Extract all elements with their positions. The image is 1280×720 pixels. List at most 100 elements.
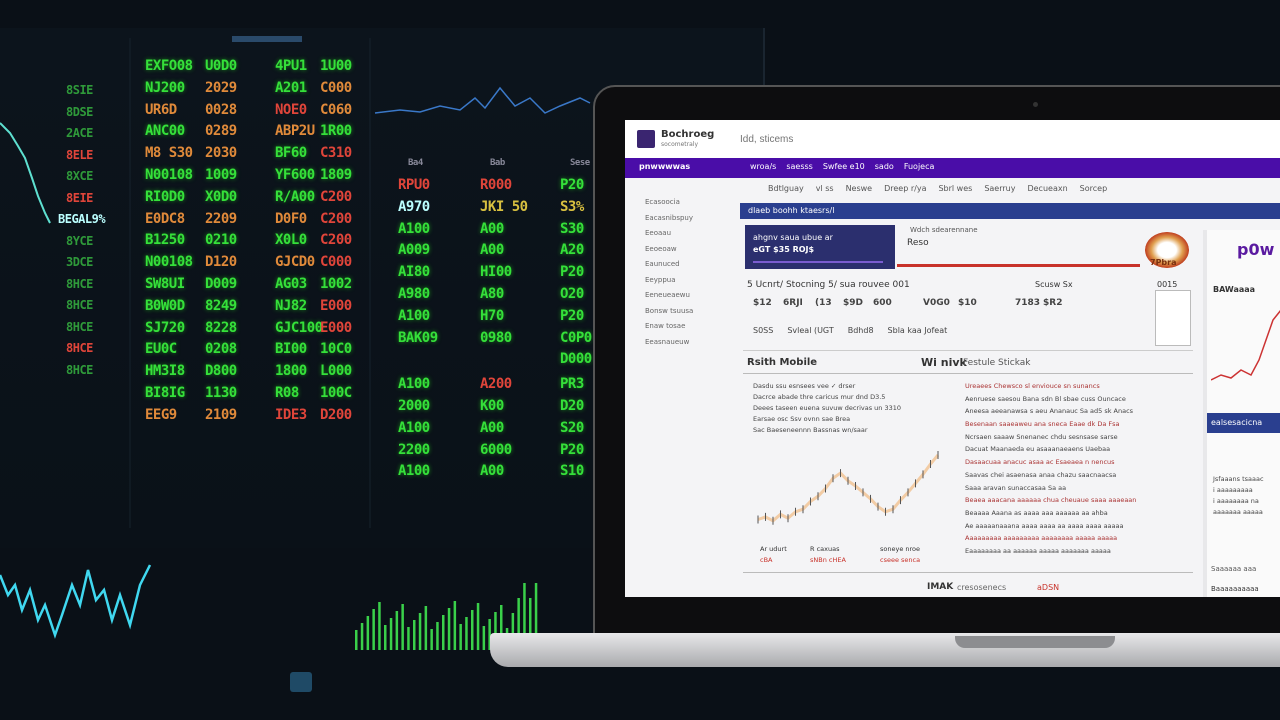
volume-bar — [517, 598, 520, 650]
article-text-line: Saaa aravan sunaccasaa Sa aa — [965, 483, 1067, 492]
brand-name[interactable]: Bochroeg — [661, 129, 715, 140]
ticker-value: D200 — [320, 406, 352, 423]
ticker-value: SJ720 — [145, 319, 185, 336]
ticker-value: U0D0 — [205, 58, 237, 74]
subnav-item[interactable]: Dreep r/ya — [884, 184, 927, 193]
ticker-value: A00 — [480, 220, 504, 237]
divider — [743, 572, 1193, 573]
ticker-value: O20 — [560, 286, 584, 302]
ticker-value: A00 — [480, 242, 504, 259]
reso-label: Reso — [907, 238, 929, 248]
stock-label: Svleal (UGT — [787, 326, 834, 335]
taskbar-icon[interactable] — [290, 672, 312, 692]
promo-card[interactable]: ahgnv saua ubue ar eGT $35 ROJ$ — [745, 225, 895, 269]
ticker-value: ANC00 — [145, 123, 185, 140]
ticker-value: S10 — [560, 463, 584, 480]
ticker-value: EU0C — [145, 341, 177, 358]
sidebar-item[interactable]: Eeasnaueuw — [645, 337, 690, 346]
info-banner: dlaeb boohh ktaesrs/l — [740, 203, 1280, 219]
footer-text: cresosenecs — [957, 583, 1007, 592]
nav-item[interactable]: Swfee e10 — [822, 162, 865, 171]
ticker-value: HM3I8 — [145, 363, 185, 380]
ticker-value: A100 — [398, 220, 430, 237]
ticker-value: 1809 — [320, 167, 352, 183]
ticker-value: C000 — [320, 79, 352, 96]
ticker-value: 2209 — [205, 210, 237, 227]
subnav-item[interactable]: Sorcep — [1079, 184, 1108, 193]
stock-value: 6RJI — [783, 298, 803, 308]
subnav-item[interactable]: Bdtlguay — [768, 184, 804, 193]
right-panel-footer: Saaaaaa aaa — [1211, 565, 1257, 573]
ticker-value: EEG9 — [145, 406, 177, 423]
ticker-value: S3% — [560, 198, 584, 215]
chart-label: soneye nroe — [880, 545, 921, 553]
sidebar-item[interactable]: Eeoeoaw — [645, 244, 677, 253]
volume-bar — [436, 622, 439, 650]
subnav-item[interactable]: Decueaxn — [1027, 184, 1068, 193]
ticker-value: C200 — [320, 210, 352, 227]
article-text-line: Dacrce abade thre caricus mur dnd D3.5 — [753, 393, 886, 401]
nav-item[interactable]: Fuojeca — [903, 162, 935, 171]
nav-bar: pnwwwwas wroa/s saesss Swfee e10 sado Fuojec… — [625, 158, 1280, 178]
sidebar-item[interactable]: Eacasnibspuy — [645, 213, 693, 222]
search-input[interactable] — [740, 129, 1140, 149]
ticker-value: A80 — [480, 286, 504, 302]
laptop-trackpad-notch — [955, 636, 1115, 648]
section-title: Rsith Mobile — [747, 357, 818, 368]
ticker-value: AG03 — [275, 276, 307, 292]
sidebar-item[interactable]: Ecasoocia — [645, 198, 680, 206]
ticker-value: C200 — [320, 188, 352, 205]
subnav-item[interactable]: Sbrl wes — [938, 184, 973, 193]
mini-table-widget[interactable] — [1155, 290, 1191, 346]
site-logo-icon[interactable] — [637, 130, 655, 148]
sidebar-item[interactable]: Bonsw tsuusa — [645, 306, 694, 315]
subnav-item[interactable]: vl ss — [815, 184, 834, 193]
article-text-line: Saavas chei asaenasa anaa chazu saacnaac… — [965, 470, 1117, 479]
section-subtitle: Festule Stickak — [963, 358, 1031, 368]
volume-bar — [355, 630, 358, 650]
volume-bar — [395, 611, 399, 650]
right-panel-footer: Baaaaaaaaaa — [1211, 585, 1259, 593]
sidebar-item[interactable]: Eeneueaewu — [645, 291, 690, 299]
ticker-value: 2109 — [205, 406, 237, 423]
ticker-value: UR6D — [145, 101, 177, 118]
sidebar-item[interactable]: Eeoaau — [645, 229, 672, 237]
nav-items: wroa/s saesss Swfee e10 sado Fuojeca — [750, 162, 934, 171]
ticker-value: BI00 — [275, 341, 307, 358]
article-text-line: Aaaaaaaaa aaaaaaaaa aaaaaaaa aaaaa aaaaa — [965, 534, 1118, 543]
ticker-value: N00108 — [145, 167, 193, 183]
sidebar-item[interactable]: Eeyppua — [645, 275, 676, 284]
ticker-value: 6000 — [480, 441, 512, 458]
stock-value: V0G0 — [923, 298, 950, 308]
volume-bar — [511, 613, 515, 650]
nav-item[interactable]: wroa/s — [750, 162, 777, 171]
footer-link[interactable]: aDSN — [1037, 583, 1060, 592]
laptop-screen-webpage: Bochroeg socometraly pnwwwwas wroa/s saes… — [625, 120, 1280, 597]
ticker-value: C060 — [320, 101, 352, 118]
divider — [743, 350, 1193, 351]
ticker-value: 1R00 — [320, 123, 352, 140]
panel-tab — [232, 36, 302, 42]
ticker-value: JKI 50 — [480, 198, 528, 215]
sidebar-item[interactable]: Eaunuced — [645, 260, 680, 268]
ticker-symbol: 8EIE — [66, 190, 93, 205]
ticker-value: L000 — [320, 363, 352, 380]
volume-bar — [430, 629, 433, 650]
ticker-symbol: 8HCE — [66, 298, 93, 312]
sidebar-item[interactable]: Enaw tosae — [645, 322, 686, 330]
article-right-text: Ureaees Chewsco sl enviouce sn sunancs Ae… — [965, 382, 1136, 560]
volume-bar — [442, 615, 445, 650]
subnav-item[interactable]: Saerruy — [984, 184, 1016, 193]
article-text-line: Sac Baeseneennn Bassnas wn/saar — [753, 426, 868, 434]
ticker-value: 1U00 — [320, 58, 352, 74]
ticker-symbol: 8ELE — [66, 147, 93, 162]
falling-price-line — [0, 122, 51, 224]
nav-item[interactable]: sado — [874, 162, 894, 171]
volume-bar — [372, 609, 375, 650]
ticker-value: S30 — [560, 220, 584, 237]
ticker-value: P20 — [560, 177, 584, 193]
nav-item[interactable]: saesss — [786, 162, 813, 171]
subnav-item[interactable]: Neswe — [845, 184, 873, 193]
ticker-value: C0P0 — [560, 329, 592, 346]
volume-bar — [465, 617, 468, 650]
